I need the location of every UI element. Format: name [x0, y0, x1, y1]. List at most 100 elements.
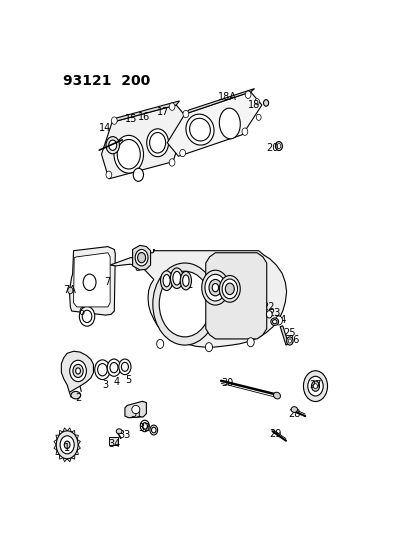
Ellipse shape — [119, 359, 131, 375]
Ellipse shape — [79, 306, 95, 326]
Polygon shape — [132, 245, 150, 270]
Polygon shape — [101, 105, 187, 179]
Ellipse shape — [287, 339, 291, 343]
Ellipse shape — [137, 253, 145, 263]
Ellipse shape — [76, 368, 80, 374]
Ellipse shape — [244, 91, 250, 99]
Ellipse shape — [68, 287, 73, 294]
Text: 8: 8 — [134, 263, 140, 273]
Text: 27: 27 — [309, 380, 321, 390]
Ellipse shape — [183, 110, 188, 118]
Ellipse shape — [303, 371, 327, 401]
Ellipse shape — [156, 340, 163, 349]
Ellipse shape — [266, 311, 271, 318]
Polygon shape — [167, 92, 261, 156]
Text: 28: 28 — [287, 409, 299, 418]
Ellipse shape — [219, 276, 240, 302]
Ellipse shape — [106, 136, 119, 154]
Text: 31: 31 — [131, 409, 142, 418]
Ellipse shape — [242, 128, 247, 135]
Ellipse shape — [95, 360, 110, 379]
Ellipse shape — [290, 407, 297, 413]
Ellipse shape — [185, 114, 214, 145]
Text: 15: 15 — [125, 115, 137, 124]
Text: 5: 5 — [125, 375, 131, 385]
Ellipse shape — [159, 271, 210, 337]
Text: 18: 18 — [248, 100, 260, 110]
Text: 18A: 18A — [218, 92, 236, 102]
Ellipse shape — [273, 392, 280, 399]
Text: 1: 1 — [64, 443, 70, 453]
Polygon shape — [110, 251, 286, 347]
Ellipse shape — [219, 108, 240, 139]
Ellipse shape — [133, 168, 143, 181]
Ellipse shape — [205, 343, 212, 352]
Ellipse shape — [150, 425, 157, 435]
Ellipse shape — [146, 129, 168, 157]
Text: 29: 29 — [269, 429, 281, 439]
Polygon shape — [74, 253, 110, 307]
Ellipse shape — [212, 284, 218, 292]
Text: 22: 22 — [261, 302, 274, 312]
Ellipse shape — [263, 100, 268, 106]
Ellipse shape — [254, 99, 259, 105]
Ellipse shape — [131, 406, 140, 414]
Text: 3: 3 — [102, 380, 109, 390]
Text: 4: 4 — [113, 377, 119, 387]
Polygon shape — [185, 88, 254, 114]
Ellipse shape — [121, 362, 128, 372]
Text: 93121  200: 93121 200 — [63, 74, 150, 88]
Ellipse shape — [173, 271, 180, 285]
Ellipse shape — [311, 381, 319, 391]
Ellipse shape — [247, 338, 254, 347]
Ellipse shape — [270, 318, 278, 325]
Ellipse shape — [114, 135, 143, 173]
Text: 33: 33 — [118, 430, 130, 440]
Ellipse shape — [204, 274, 225, 301]
Ellipse shape — [83, 274, 96, 290]
Ellipse shape — [313, 384, 317, 389]
Polygon shape — [125, 401, 146, 418]
Text: 9: 9 — [166, 280, 173, 290]
Text: 12: 12 — [214, 282, 226, 293]
Ellipse shape — [60, 436, 74, 454]
Ellipse shape — [149, 133, 165, 153]
Ellipse shape — [73, 365, 83, 377]
Ellipse shape — [107, 359, 121, 376]
Polygon shape — [280, 326, 288, 345]
Text: 10: 10 — [172, 274, 184, 285]
Ellipse shape — [152, 263, 216, 345]
Ellipse shape — [82, 310, 92, 322]
Ellipse shape — [275, 142, 282, 150]
Ellipse shape — [225, 283, 234, 295]
Text: 6: 6 — [78, 307, 84, 317]
Ellipse shape — [179, 149, 185, 157]
Text: 20: 20 — [266, 143, 278, 153]
Ellipse shape — [142, 423, 147, 429]
Ellipse shape — [201, 270, 228, 305]
Ellipse shape — [163, 274, 170, 287]
Ellipse shape — [272, 320, 276, 324]
Ellipse shape — [170, 268, 183, 288]
Text: 32: 32 — [138, 423, 151, 433]
Text: 13: 13 — [224, 282, 236, 293]
Ellipse shape — [256, 114, 261, 120]
Text: 26: 26 — [286, 335, 299, 345]
Ellipse shape — [106, 171, 112, 179]
Ellipse shape — [116, 429, 122, 434]
Text: 23: 23 — [268, 309, 280, 319]
Text: 14: 14 — [98, 123, 111, 133]
Ellipse shape — [151, 427, 156, 433]
Text: 11: 11 — [182, 280, 194, 290]
Ellipse shape — [180, 271, 191, 290]
Text: 34: 34 — [108, 439, 120, 449]
Ellipse shape — [140, 420, 149, 432]
Ellipse shape — [64, 441, 70, 448]
Ellipse shape — [160, 271, 172, 290]
Text: 2: 2 — [75, 393, 81, 403]
Text: 25: 25 — [282, 328, 295, 338]
Text: 7A: 7A — [63, 285, 76, 295]
Ellipse shape — [71, 391, 81, 399]
Bar — [109, 438, 118, 445]
Ellipse shape — [69, 360, 86, 382]
